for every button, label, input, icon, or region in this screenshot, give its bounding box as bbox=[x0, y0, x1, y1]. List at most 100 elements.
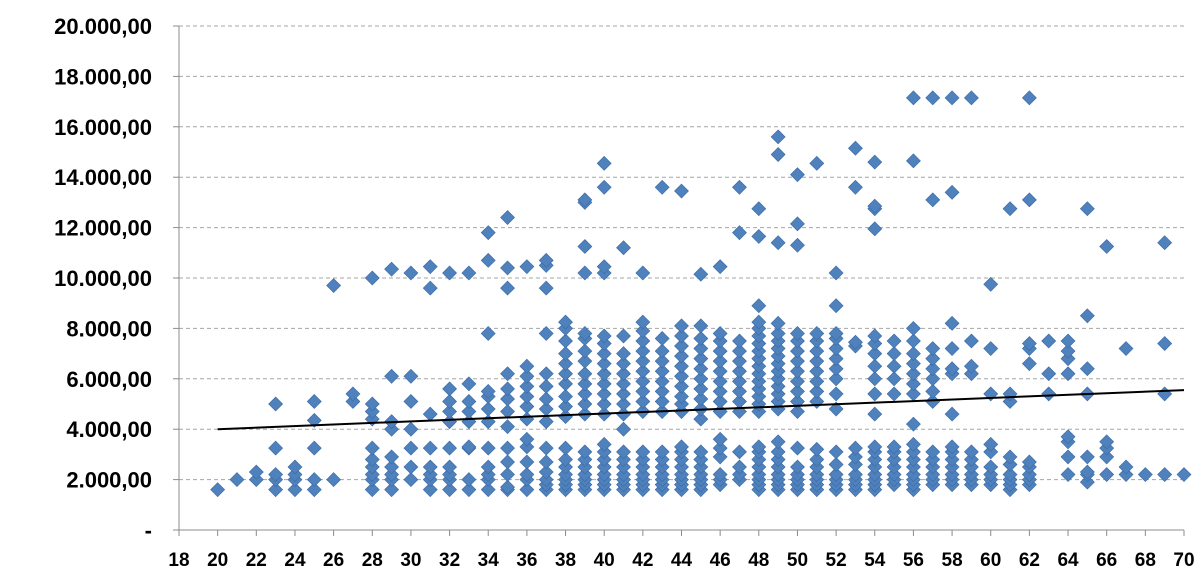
x-tick-label: 68 bbox=[1135, 550, 1156, 571]
data-points bbox=[210, 90, 1192, 498]
y-tick-label: 18.000,00 bbox=[54, 64, 152, 89]
x-tick-label: 26 bbox=[323, 550, 344, 571]
data-point bbox=[1157, 467, 1173, 482]
data-point bbox=[654, 452, 670, 467]
data-point bbox=[616, 376, 631, 392]
data-point bbox=[596, 155, 612, 171]
data-point bbox=[461, 472, 477, 488]
data-point bbox=[596, 336, 612, 351]
data-point bbox=[867, 406, 883, 422]
data-point bbox=[596, 179, 612, 195]
data-point bbox=[538, 366, 554, 382]
data-point bbox=[963, 452, 979, 467]
data-point bbox=[674, 358, 689, 374]
data-point bbox=[538, 252, 554, 268]
data-point bbox=[422, 459, 438, 475]
data-point bbox=[596, 436, 612, 452]
data-point bbox=[963, 333, 979, 349]
data-point bbox=[500, 404, 515, 419]
data-point bbox=[558, 376, 573, 392]
data-point bbox=[770, 315, 786, 331]
data-point bbox=[925, 371, 941, 387]
data-point bbox=[403, 421, 419, 437]
y-tick-label: - bbox=[145, 518, 152, 543]
data-point bbox=[500, 280, 515, 296]
data-point bbox=[616, 366, 631, 382]
trendline bbox=[217, 389, 1185, 431]
data-point bbox=[751, 351, 767, 367]
data-point bbox=[1002, 467, 1018, 482]
data-point bbox=[616, 346, 631, 362]
data-point bbox=[326, 472, 342, 488]
data-point bbox=[558, 440, 573, 456]
data-point bbox=[1060, 343, 1076, 359]
x-tick-label: 58 bbox=[942, 550, 963, 571]
data-point bbox=[1060, 449, 1076, 465]
data-point bbox=[809, 353, 825, 369]
data-point bbox=[635, 444, 651, 460]
data-point bbox=[480, 440, 496, 456]
data-point bbox=[538, 454, 554, 470]
data-point bbox=[268, 467, 284, 482]
data-point bbox=[790, 326, 805, 341]
data-point bbox=[809, 459, 825, 475]
data-point bbox=[790, 440, 805, 456]
y-tick-label: 8.000,00 bbox=[66, 316, 152, 341]
data-point bbox=[848, 179, 863, 195]
data-point bbox=[422, 440, 438, 456]
data-point bbox=[635, 265, 651, 281]
data-point bbox=[751, 201, 767, 217]
data-point bbox=[790, 343, 805, 359]
data-point bbox=[577, 192, 593, 208]
data-point bbox=[577, 396, 593, 412]
data-point bbox=[809, 155, 825, 171]
data-point bbox=[770, 444, 786, 460]
y-tick-label: 6.000,00 bbox=[66, 367, 152, 392]
data-point bbox=[654, 373, 670, 389]
data-point bbox=[1021, 356, 1037, 372]
data-point bbox=[596, 366, 612, 382]
data-point bbox=[480, 459, 496, 475]
data-point bbox=[1118, 459, 1134, 475]
data-point bbox=[422, 482, 438, 498]
data-point bbox=[867, 221, 883, 237]
data-point bbox=[693, 459, 709, 475]
data-point bbox=[848, 449, 863, 465]
data-point bbox=[712, 333, 728, 349]
data-point bbox=[558, 314, 573, 330]
data-point bbox=[693, 331, 709, 346]
data-point bbox=[558, 459, 573, 475]
data-point bbox=[963, 90, 979, 106]
data-point bbox=[654, 179, 670, 195]
data-point bbox=[770, 333, 786, 349]
x-tick-label: 64 bbox=[1057, 550, 1079, 571]
data-point bbox=[867, 328, 883, 344]
y-tick-label: 10.000,00 bbox=[54, 266, 152, 291]
x-tick-label: 24 bbox=[284, 550, 306, 571]
data-point bbox=[983, 276, 999, 292]
data-point bbox=[558, 389, 573, 404]
data-point bbox=[1002, 201, 1018, 217]
data-point bbox=[674, 328, 689, 344]
data-point bbox=[1041, 366, 1057, 382]
data-point bbox=[577, 326, 593, 341]
data-point bbox=[596, 259, 612, 275]
data-point bbox=[616, 396, 631, 412]
data-point bbox=[306, 482, 322, 498]
data-point bbox=[1041, 333, 1057, 349]
data-point bbox=[751, 439, 767, 455]
data-point bbox=[693, 444, 709, 460]
data-point bbox=[538, 391, 554, 407]
data-point bbox=[519, 378, 535, 394]
data-point bbox=[519, 454, 535, 470]
data-point bbox=[519, 482, 535, 498]
data-point bbox=[500, 366, 515, 382]
data-point bbox=[635, 394, 651, 409]
data-point bbox=[674, 318, 689, 334]
x-tick-label: 56 bbox=[903, 550, 924, 571]
data-point bbox=[422, 467, 438, 482]
data-point bbox=[596, 376, 612, 392]
data-point bbox=[1157, 336, 1173, 351]
data-point bbox=[983, 341, 999, 356]
data-point bbox=[558, 399, 573, 414]
